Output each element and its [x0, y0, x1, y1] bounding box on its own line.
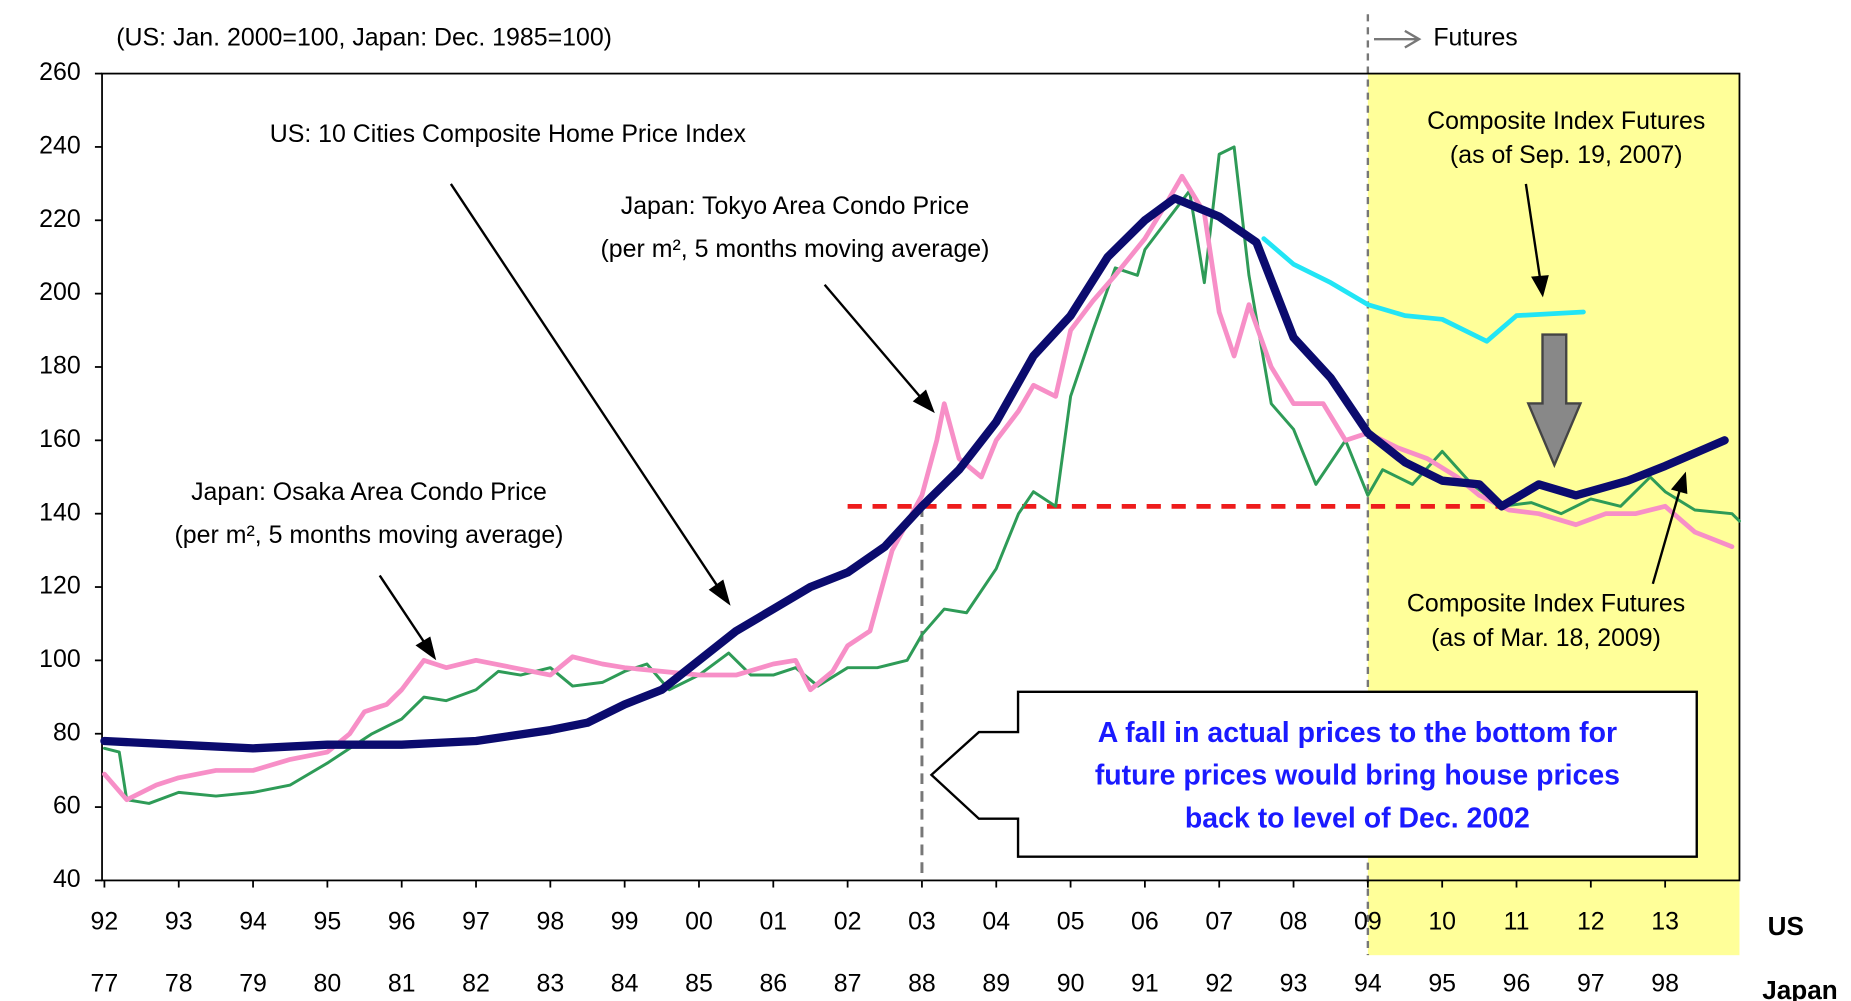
- japan-x-tick-label: 92: [1205, 969, 1233, 997]
- callout-text: back to level of Dec. 2002: [1185, 802, 1530, 834]
- x-tick-label: 02: [834, 908, 862, 936]
- futures-label: Futures: [1433, 24, 1517, 52]
- x-tick-label: 04: [982, 908, 1010, 936]
- x-tick-label: 05: [1057, 908, 1085, 936]
- y-tick-label: 40: [53, 865, 81, 893]
- x-tick-label: 09: [1354, 908, 1382, 936]
- y-tick-label: 180: [39, 352, 81, 380]
- series-line: [100, 194, 1372, 753]
- japan-x-tick-label: 88: [908, 969, 936, 997]
- arrow-head: [415, 636, 437, 661]
- series-line: [1261, 236, 1586, 344]
- x-tick-label: 12: [1577, 908, 1605, 936]
- osaka-label: Japan: Osaka Area Condo Price: [191, 478, 547, 506]
- arrow: [1524, 183, 1542, 280]
- annotation-arrows: [378, 183, 1688, 661]
- futures-2009-label: Composite Index Futures: [1407, 590, 1685, 618]
- y-tick-label: 240: [39, 132, 81, 160]
- japan-x-tick-label: 77: [91, 969, 119, 997]
- plot-area: 40 60 80 100 120 140 160 180 200 220 240 260 92 93 94 9…: [39, 58, 1741, 997]
- japan-x-tick-label: 87: [834, 969, 862, 997]
- arrow-head: [708, 579, 731, 606]
- arrow: [823, 284, 922, 399]
- tokyo-label: Japan: Tokyo Area Condo Price: [621, 192, 969, 220]
- unit-note: (US: Jan. 2000=100, Japan: Dec. 1985=100…: [116, 24, 612, 52]
- us-label: US: 10 Cities Composite Home Price Index: [270, 120, 747, 148]
- x-tick-label: 08: [1280, 908, 1308, 936]
- x-tick-label: 96: [388, 908, 416, 936]
- y-tick-label: 260: [39, 58, 81, 86]
- japan-x-tick-label: 91: [1131, 969, 1159, 997]
- callout-text: A fall in actual prices to the bottom fo…: [1098, 717, 1617, 749]
- down-arrow: [1526, 333, 1583, 469]
- japan-x-tick-label: 80: [314, 969, 342, 997]
- japan-x-tick-label: 85: [685, 969, 713, 997]
- x-tick-label: 94: [239, 908, 267, 936]
- japan-x-tick-label: 86: [759, 969, 787, 997]
- japan-x-tick-label: 78: [165, 969, 193, 997]
- japan-x-tick-label: 93: [1280, 969, 1308, 997]
- x-tick-label: 06: [1131, 908, 1159, 936]
- japan-x-tick-label: 81: [388, 969, 416, 997]
- x-tick-label: 11: [1504, 908, 1530, 936]
- arrow: [378, 574, 426, 644]
- x-tick-label: 07: [1205, 908, 1233, 936]
- callout-text: future prices would bring house prices: [1095, 760, 1620, 792]
- arrow-head: [1670, 471, 1688, 495]
- japan-x-tick-label: 97: [1577, 969, 1605, 997]
- y-tick-label: 80: [53, 718, 81, 746]
- y-tick-label: 120: [39, 572, 81, 600]
- x-tick-label: 92: [91, 908, 119, 936]
- us-axis-name: US: [1768, 911, 1804, 941]
- japan-x-tick-label: 89: [982, 969, 1010, 997]
- x-tick-label: 98: [536, 908, 564, 936]
- x-tick-label: 10: [1428, 908, 1456, 936]
- arrow: [449, 183, 721, 590]
- y-tick-label: 140: [39, 498, 81, 526]
- y-tick-label: 100: [39, 645, 81, 673]
- x-tick-label: 93: [165, 908, 193, 936]
- y-tick-label: 160: [39, 425, 81, 453]
- arrow-head: [1531, 275, 1549, 298]
- futures-2007-label: Composite Index Futures: [1427, 107, 1705, 135]
- japan-x-tick-label: 90: [1057, 969, 1085, 997]
- japan-axis-name: Japan: [1762, 975, 1837, 1001]
- y-tick-label: 60: [53, 792, 81, 820]
- japan-x-tick-label: 98: [1651, 969, 1679, 997]
- x-tick-label: 97: [462, 908, 490, 936]
- japan-x-tick-label: 82: [462, 969, 490, 997]
- x-tick-label: 00: [685, 908, 713, 936]
- japan-x-tick-label: 84: [611, 969, 639, 997]
- x-tick-label: 01: [759, 908, 787, 936]
- arrow: [1651, 488, 1682, 585]
- callout-box: [929, 690, 1698, 858]
- arrow-head: [912, 389, 935, 414]
- x-tick-label: 13: [1651, 908, 1679, 936]
- japan-x-tick-label: 83: [536, 969, 564, 997]
- futures-2007-note: (as of Sep. 19, 2007): [1450, 141, 1683, 169]
- futures-arrow: [1374, 29, 1422, 49]
- y-tick-label: 200: [39, 278, 81, 306]
- japan-x-tick-label: 96: [1503, 969, 1531, 997]
- x-tick-label: 99: [611, 908, 639, 936]
- osaka-note: (per m², 5 months moving average): [175, 521, 564, 549]
- y-tick-label: 220: [39, 205, 81, 233]
- series-line: [1363, 428, 1729, 511]
- futures-2009-note: (as of Mar. 18, 2009): [1431, 624, 1661, 652]
- tokyo-note: (per m², 5 months moving average): [600, 235, 989, 263]
- x-tick-label: 95: [314, 908, 342, 936]
- japan-x-tick-label: 79: [239, 969, 267, 997]
- japan-x-tick-label: 94: [1354, 969, 1382, 997]
- japan-x-tick-label: 95: [1428, 969, 1456, 997]
- x-tick-label: 03: [908, 908, 936, 936]
- series-line: [102, 173, 1735, 803]
